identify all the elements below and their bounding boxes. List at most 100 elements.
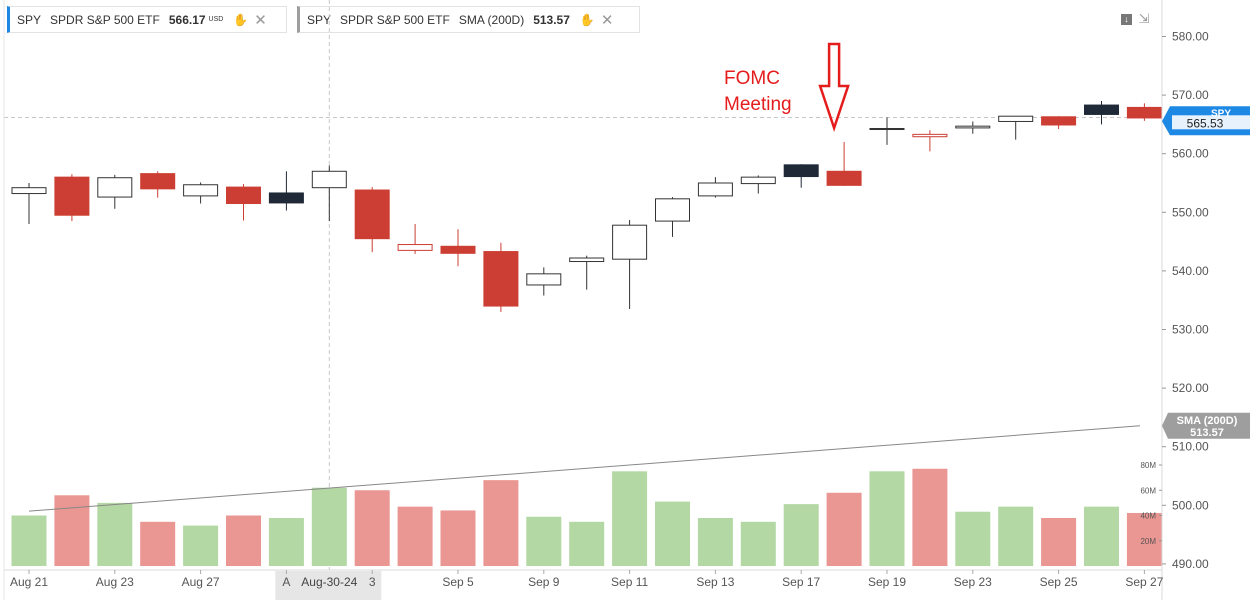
volume-bar bbox=[955, 511, 991, 566]
volume-bar bbox=[1084, 506, 1119, 566]
candle-body bbox=[869, 128, 905, 131]
price-tag-label: SPY bbox=[1211, 108, 1231, 119]
candle-body bbox=[1084, 104, 1119, 115]
candle-body bbox=[612, 224, 648, 260]
candle-body bbox=[655, 198, 690, 222]
annotation-line2: Meeting bbox=[724, 94, 792, 115]
candle-body bbox=[569, 257, 605, 263]
candle-body bbox=[397, 244, 433, 251]
x-tick-label: Sep 13 bbox=[696, 575, 734, 589]
x-tick-label: Sep 25 bbox=[1040, 575, 1078, 589]
annotation-arrow bbox=[818, 42, 850, 132]
chart-toolbar: ↓ ⇲ bbox=[1121, 11, 1150, 27]
candle-body bbox=[183, 184, 219, 197]
x-tick-label: Sep 9 bbox=[528, 575, 560, 589]
download-icon[interactable]: ↓ bbox=[1121, 14, 1132, 26]
x-tick-label: Sep 23 bbox=[954, 575, 992, 589]
volume-bar bbox=[97, 502, 133, 566]
candle-body bbox=[1041, 116, 1077, 126]
candle-body bbox=[697, 182, 733, 197]
candle-body bbox=[268, 192, 304, 204]
volume-bar bbox=[354, 490, 390, 566]
volume-bar bbox=[998, 506, 1034, 566]
annotation-line1: FOMC bbox=[724, 68, 780, 89]
volume-tick-label: 80M bbox=[1140, 461, 1156, 470]
legend-spy-name: SPDR S&P 500 ETF bbox=[50, 12, 160, 27]
volume-bar bbox=[1041, 518, 1077, 566]
volume-bar bbox=[311, 487, 347, 566]
price-tag-value: 565.53 bbox=[1187, 116, 1224, 130]
y-tick-label: 510.00 bbox=[1172, 440, 1209, 454]
candle-body bbox=[440, 245, 476, 254]
volume-bar bbox=[1126, 512, 1162, 566]
close-icon[interactable]: ✕ bbox=[600, 11, 614, 29]
y-tick-label: 540.00 bbox=[1172, 264, 1209, 278]
volume-bar bbox=[869, 471, 905, 566]
sma-tag-label: SMA (200D) bbox=[1177, 415, 1238, 427]
x-tick-label: Aug 27 bbox=[182, 575, 220, 589]
x-tick-label: Sep 5 bbox=[442, 575, 474, 589]
x-tick-label: 3 bbox=[369, 575, 376, 589]
sma-tag bbox=[1162, 412, 1250, 439]
legend-sma-symbol: SPY bbox=[307, 12, 332, 27]
volume-bar bbox=[826, 492, 862, 566]
legend-spy-symbol: SPY bbox=[17, 12, 42, 27]
candle-body bbox=[54, 176, 90, 216]
legend-spy[interactable]: SPY SPDR S&P 500 ETF 566.17 USD ✋ ✕ bbox=[7, 6, 287, 33]
legend-sma[interactable]: SPY SPDR S&P 500 ETF SMA (200D) 513.57 ✋… bbox=[297, 6, 640, 33]
sma-line bbox=[28, 425, 1141, 512]
crosshair-x-label-bg bbox=[275, 571, 382, 600]
y-tick-label: 580.00 bbox=[1172, 30, 1209, 44]
legend-spy-price: 566.17 bbox=[168, 12, 206, 27]
x-tick-label: Sep 27 bbox=[1125, 575, 1163, 589]
volume-bar bbox=[11, 515, 47, 566]
candle-body bbox=[998, 115, 1034, 122]
volume-tick-label: 60M bbox=[1140, 486, 1156, 495]
candle-body bbox=[11, 187, 47, 195]
volume-bar bbox=[740, 521, 776, 566]
drag-hand-icon[interactable]: ✋ bbox=[233, 12, 249, 27]
y-tick-label: 520.00 bbox=[1172, 381, 1209, 395]
price-tag-value-bg bbox=[1172, 115, 1250, 130]
candle-body bbox=[526, 273, 562, 286]
candle-body bbox=[226, 186, 261, 205]
volume-bar bbox=[783, 504, 819, 566]
candle-body bbox=[783, 164, 819, 178]
sma-tag-value: 513.57 bbox=[1190, 427, 1224, 439]
volume-bar bbox=[440, 510, 476, 566]
close-icon[interactable]: ✕ bbox=[254, 11, 267, 29]
volume-bar bbox=[569, 521, 605, 566]
drag-hand-icon[interactable]: ✋ bbox=[579, 12, 595, 27]
y-tick-label: 530.00 bbox=[1172, 323, 1209, 337]
candle-body bbox=[912, 133, 948, 138]
volume-bar bbox=[697, 518, 733, 566]
candle-body bbox=[97, 177, 133, 198]
volume-bar bbox=[612, 471, 648, 566]
volume-bar bbox=[54, 495, 90, 566]
candle-body bbox=[826, 170, 862, 186]
x-tick-label: Sep 19 bbox=[868, 575, 906, 589]
y-tick-label: 490.00 bbox=[1172, 557, 1209, 571]
volume-bar bbox=[183, 525, 219, 566]
y-tick-label: 560.00 bbox=[1172, 147, 1209, 161]
candle-body bbox=[740, 176, 776, 185]
candle-body bbox=[483, 251, 519, 307]
x-tick-label: Aug 21 bbox=[10, 575, 48, 589]
candle-body bbox=[354, 189, 390, 240]
x-tick-label: A bbox=[282, 575, 290, 589]
volume-bar bbox=[140, 521, 176, 566]
x-tick-label: Sep 17 bbox=[782, 575, 820, 589]
volume-bar bbox=[526, 516, 562, 566]
volume-bar bbox=[483, 480, 519, 566]
volume-tick-label: 20M bbox=[1140, 537, 1156, 546]
legend-spy-currency: USD bbox=[208, 16, 224, 23]
volume-bar bbox=[655, 501, 690, 566]
x-tick-label: Aug 23 bbox=[96, 575, 134, 589]
y-tick-label: 550.00 bbox=[1172, 205, 1209, 219]
crosshair-x-label: Aug-30-24 bbox=[301, 575, 357, 589]
candle-body bbox=[311, 170, 347, 189]
legend-sma-indicator: SMA (200D) bbox=[458, 12, 525, 27]
collapse-icon[interactable]: ⇲ bbox=[1138, 11, 1150, 26]
legend-sma-name: SPDR S&P 500 ETF bbox=[340, 12, 450, 27]
